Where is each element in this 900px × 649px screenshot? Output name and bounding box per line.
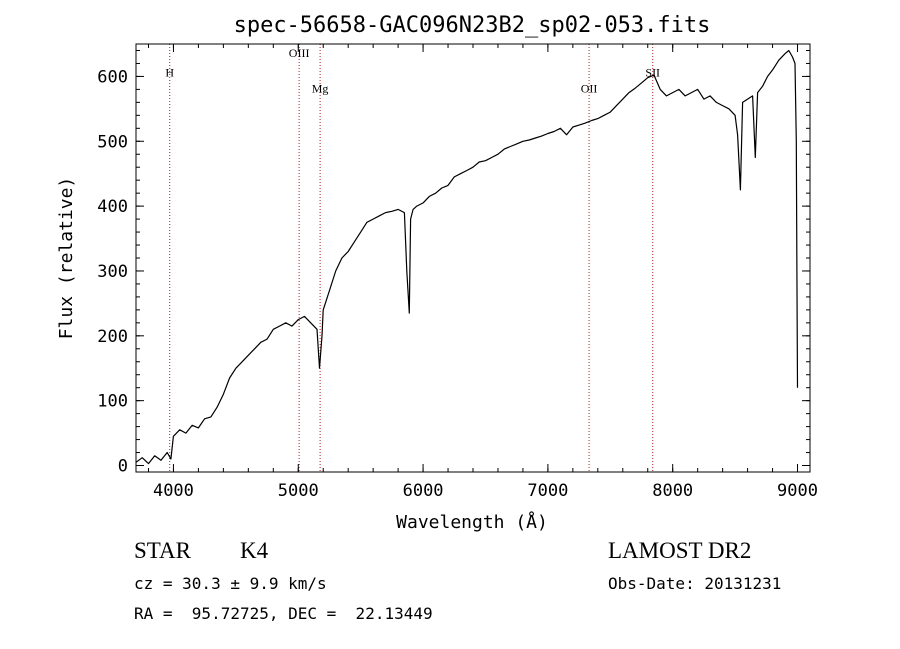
line-label-h: H (165, 65, 174, 79)
y-tick-label: 600 (97, 67, 128, 87)
y-axis-label: Flux (relative) (56, 177, 77, 340)
y-tick-label: 500 (97, 132, 128, 152)
line-label-oiii: OIII (289, 46, 310, 60)
coordinates: RA = 95.72725, DEC = 22.13449 (134, 604, 433, 623)
survey-name: LAMOST DR2 (608, 538, 752, 563)
y-tick-label: 300 (97, 262, 128, 282)
chart-title: spec-56658-GAC096N23B2_sp02-053.fits (234, 13, 711, 38)
plot-frame (135, 43, 811, 473)
x-tick-label: 9000 (777, 481, 818, 501)
x-tick-label: 5000 (278, 481, 319, 501)
x-tick-label: 4000 (153, 481, 194, 501)
line-label-sii: SII (645, 65, 660, 79)
y-tick-label: 100 (97, 392, 128, 412)
spectrum-line (135, 49, 799, 465)
y-tick-label: 200 (97, 327, 128, 347)
x-tick-label: 7000 (527, 481, 568, 501)
spectral-line-markers: H OIII Mg OII SII (165, 44, 660, 472)
redshift-cz: cz = 30.3 ± 9.9 km/s (134, 574, 327, 593)
spectrum-series (135, 49, 799, 465)
object-subclass: K4 (240, 538, 269, 563)
x-tick-label: 8000 (652, 481, 693, 501)
x-axis: 4000 5000 6000 7000 8000 9000 (147, 44, 818, 501)
y-axis: 0 100 200 300 400 500 600 (97, 49, 810, 477)
line-label-oii: OII (581, 82, 598, 96)
x-tick-label: 6000 (403, 481, 444, 501)
y-tick-label: 400 (97, 197, 128, 217)
y-tick-label: 0 (118, 457, 128, 477)
line-label-mg: Mg (312, 82, 329, 96)
observation-date: Obs-Date: 20131231 (608, 574, 782, 593)
x-axis-label: Wavelength (Å) (396, 511, 548, 533)
object-class: STAR (134, 538, 191, 563)
